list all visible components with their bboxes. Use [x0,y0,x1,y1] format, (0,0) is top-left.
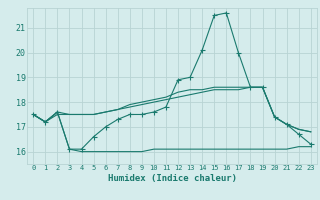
X-axis label: Humidex (Indice chaleur): Humidex (Indice chaleur) [108,174,236,183]
